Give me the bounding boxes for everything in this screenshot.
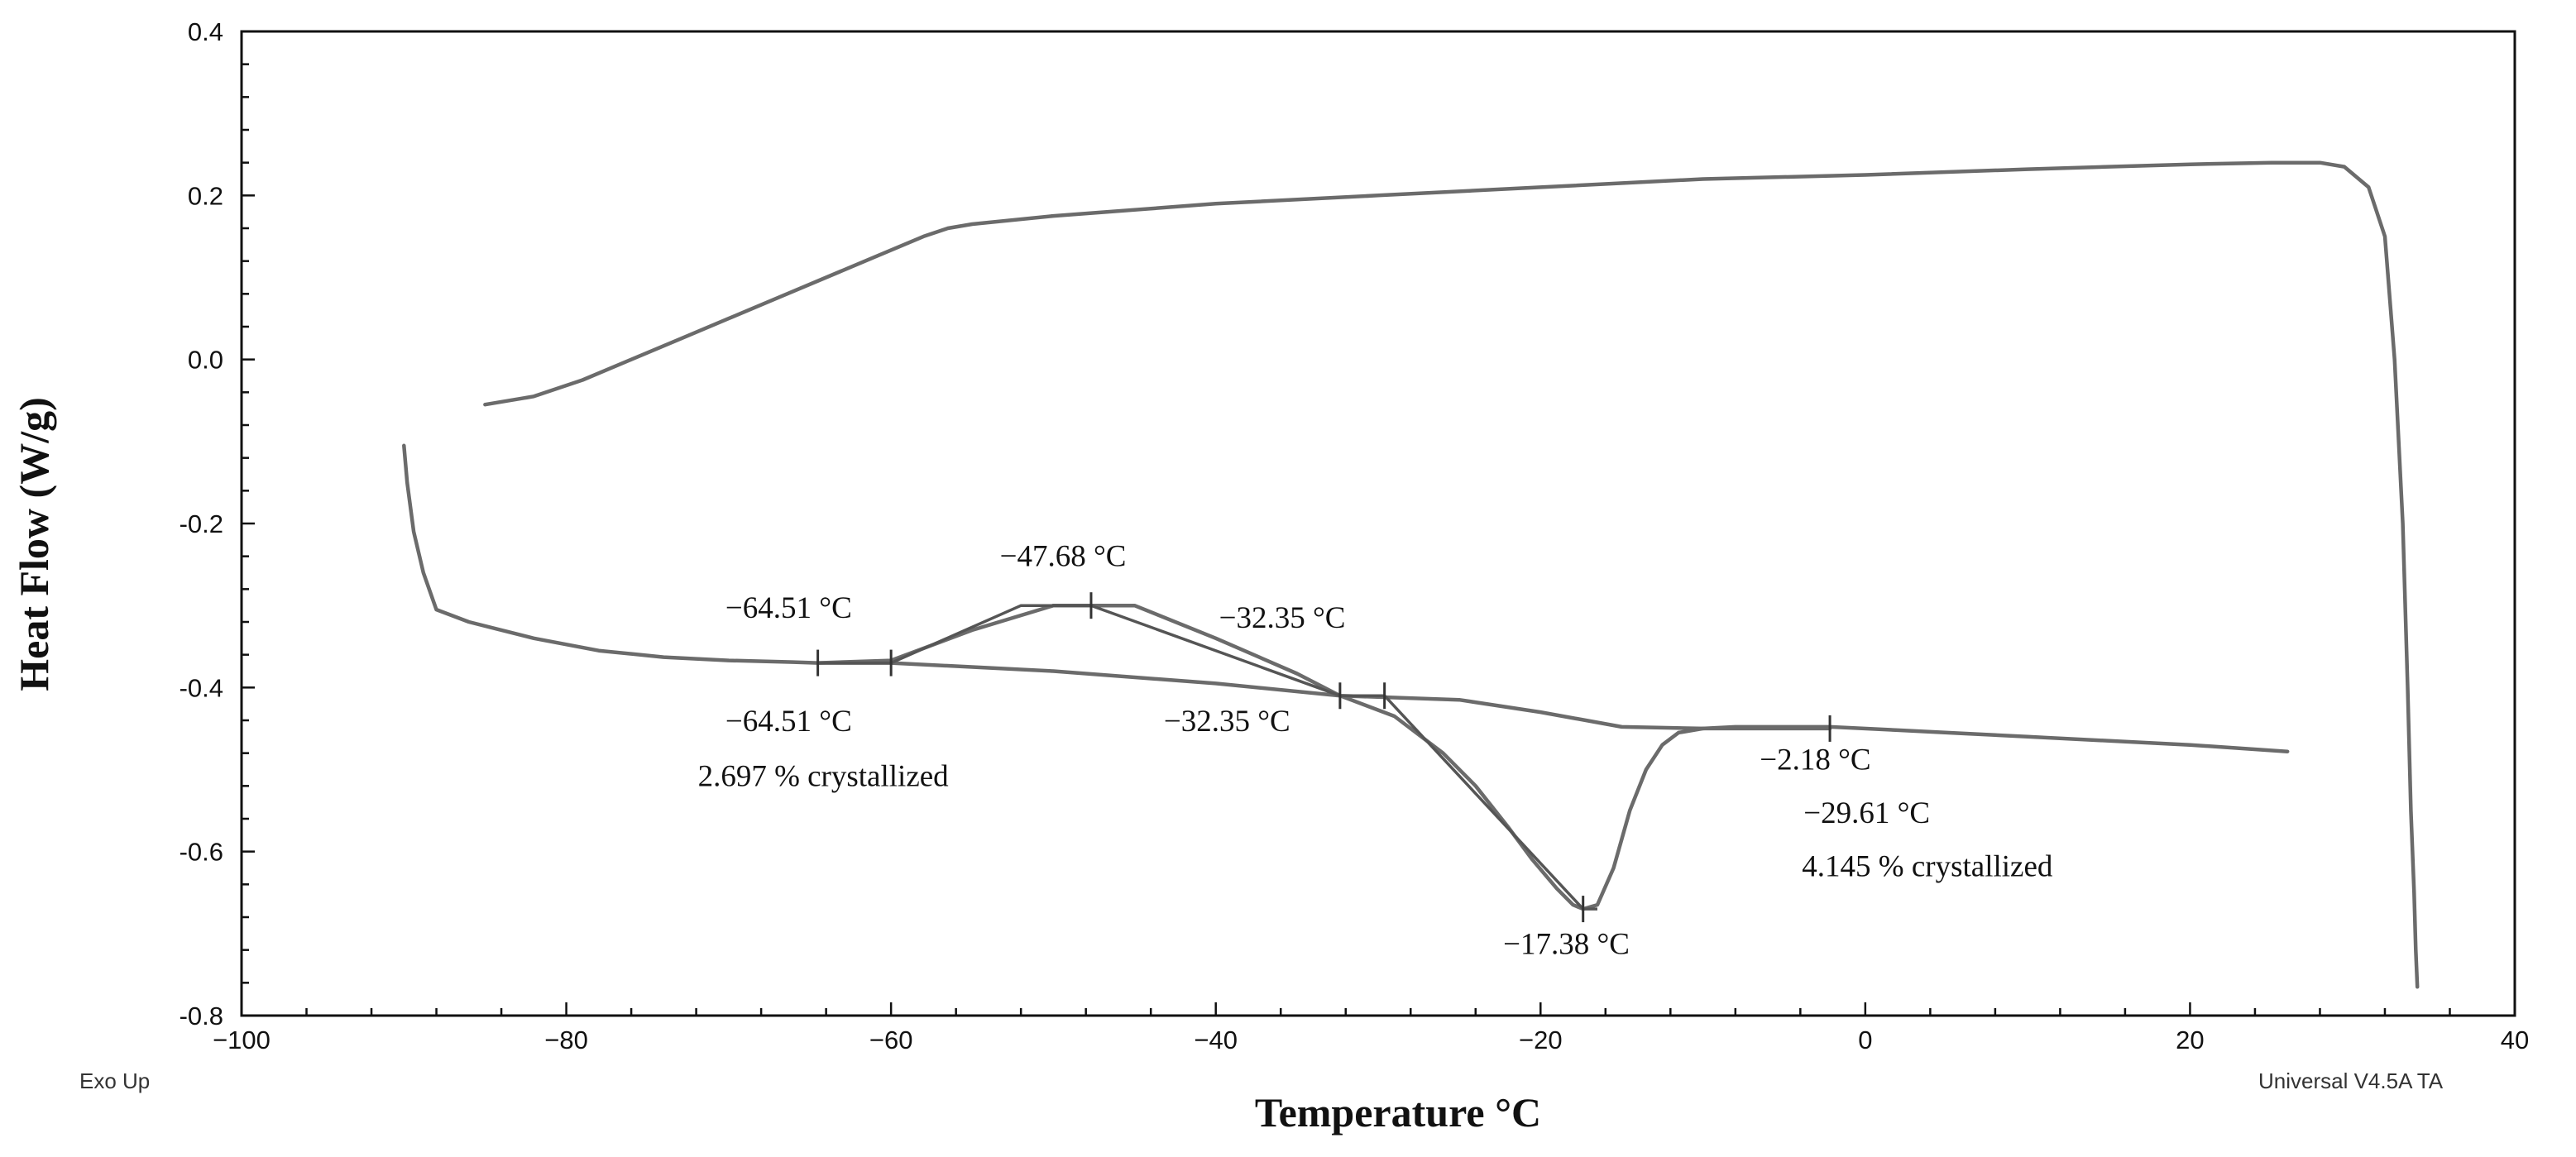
x-tick-label: −80 [544,1026,588,1054]
exo-up-label: Exo Up [79,1069,150,1093]
data-curves [402,160,2420,989]
heating-curve-line [402,443,2290,911]
y-tick-label: 0.2 [188,181,223,210]
y-tick-label: -0.4 [180,673,223,702]
annotation-label: −17.38 °C [1503,928,1630,962]
baseline-line [816,661,1832,731]
plot-frame [240,30,2516,1017]
x-tick-label: −40 [1194,1026,1238,1054]
annotation-label: −64.51 °C [725,591,852,625]
plot-border [240,30,2516,1017]
y-tick-label: -0.2 [180,509,223,538]
y-tick-label: 0.0 [188,346,223,375]
y-tick-label: -0.8 [180,1002,223,1030]
y-axis-title: Heat Flow (W/g) [11,397,57,691]
x-axis: −100 −80 −60 −40 −20 0 20 40 [213,1002,2529,1054]
annotation-label: −47.68 °C [1000,540,1127,574]
x-tick-label: 0 [1858,1026,1872,1054]
y-axis: 0.4 0.2 0.0 -0.2 -0.4 -0.6 -0.8 [180,17,255,1030]
annotation-label: −32.35 °C [1164,705,1290,739]
x-tick-label: 20 [2176,1026,2204,1054]
x-tick-label: −100 [213,1026,271,1054]
x-tick-label: −20 [1519,1026,1563,1054]
annotation-label: 4.145 % crystallized [1802,849,2053,883]
software-version-label: Universal V4.5A TA [2258,1069,2444,1093]
event-markers [816,592,1831,923]
construction-line [817,604,1341,697]
construction-line [1339,694,1597,911]
x-tick-label: 40 [2501,1026,2529,1054]
y-tick-label: 0.4 [188,17,223,46]
annotation-label: −2.18 °C [1760,743,1870,777]
annotations: −64.51 °C −47.68 °C −32.35 °C −64.51 °C 2.69… [698,540,2053,962]
y-tick-label: -0.6 [180,838,223,867]
x-axis-title: Temperature °C [1255,1089,1541,1135]
annotation-label: 2.697 % crystallized [698,759,950,793]
cooling-curve-line [483,160,2420,989]
annotation-label: −32.35 °C [1219,601,1346,635]
annotation-label: −64.51 °C [725,705,852,739]
annotation-label: −29.61 °C [1803,796,1930,830]
x-tick-label: −60 [869,1026,913,1054]
